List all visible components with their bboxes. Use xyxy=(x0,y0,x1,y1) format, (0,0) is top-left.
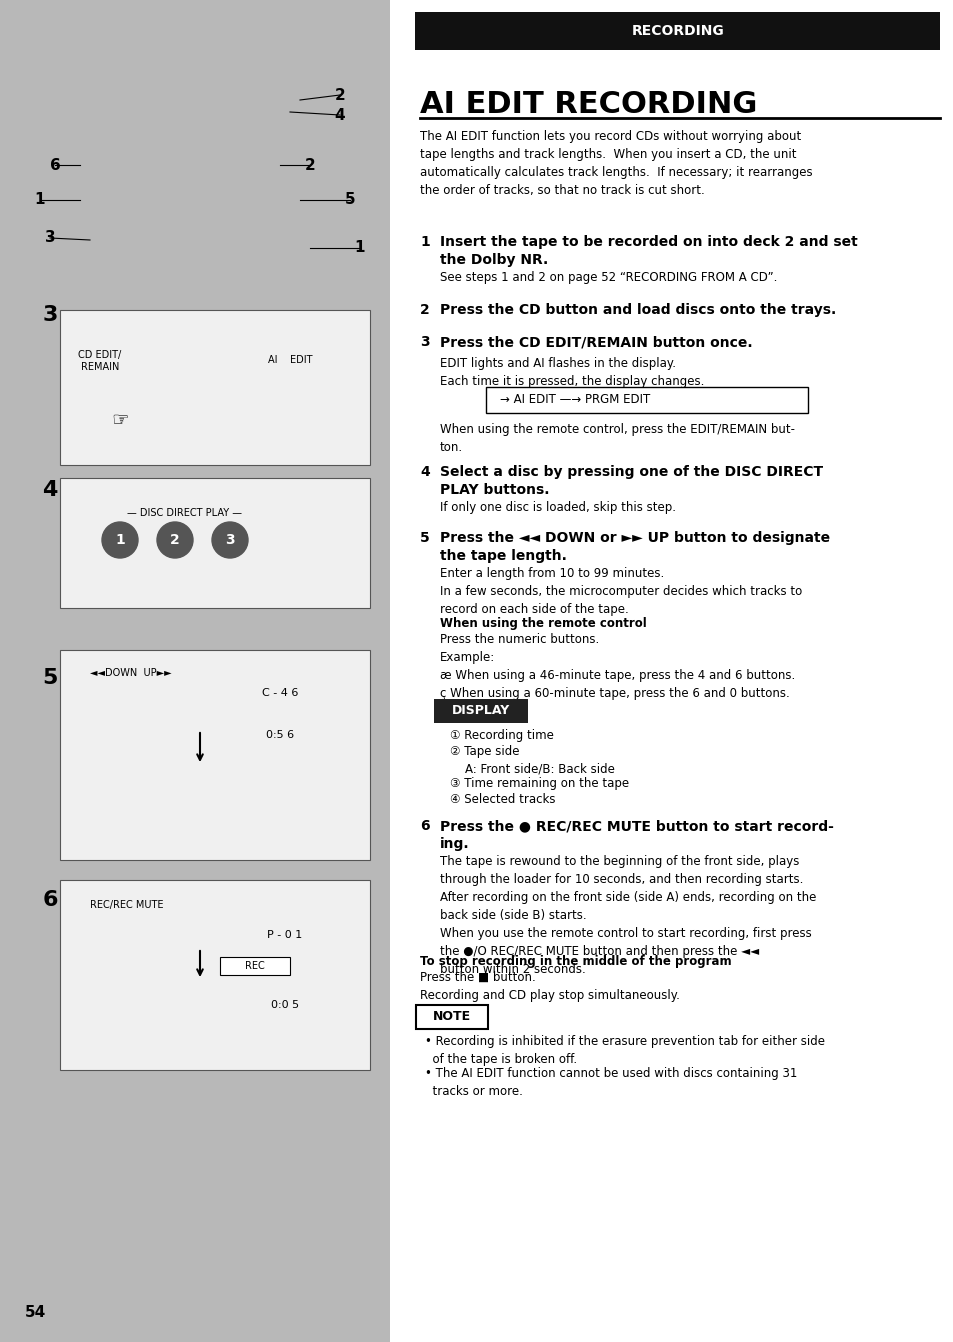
FancyBboxPatch shape xyxy=(434,699,527,723)
Text: 3: 3 xyxy=(45,231,55,246)
Text: 3: 3 xyxy=(225,533,234,548)
Text: — DISC DIRECT PLAY —: — DISC DIRECT PLAY — xyxy=(128,509,242,518)
Bar xyxy=(220,957,290,976)
Circle shape xyxy=(157,522,193,558)
Text: 1: 1 xyxy=(34,192,45,208)
Text: 1: 1 xyxy=(355,240,365,255)
Text: Select a disc by pressing one of the DISC DIRECT
PLAY buttons.: Select a disc by pressing one of the DIS… xyxy=(439,464,822,498)
Text: The tape is rewound to the beginning of the front side, plays
through the loader: The tape is rewound to the beginning of … xyxy=(439,855,816,976)
Text: NOTE: NOTE xyxy=(433,1011,471,1024)
Text: Insert the tape to be recorded on into deck 2 and set
the Dolby NR.: Insert the tape to be recorded on into d… xyxy=(439,235,857,267)
Text: ④ Selected tracks: ④ Selected tracks xyxy=(450,793,555,807)
Text: CD EDIT/
REMAIN: CD EDIT/ REMAIN xyxy=(78,350,121,372)
Text: DISPLAY: DISPLAY xyxy=(452,705,510,718)
Text: The AI EDIT function lets you record CDs without worrying about
tape lengths and: The AI EDIT function lets you record CDs… xyxy=(419,130,812,197)
Text: See steps 1 and 2 on page 52 “RECORDING FROM A CD”.: See steps 1 and 2 on page 52 “RECORDING … xyxy=(439,271,777,285)
Text: 5: 5 xyxy=(344,192,355,208)
Text: EDIT lights and AI flashes in the display.
Each time it is pressed, the display : EDIT lights and AI flashes in the displa… xyxy=(439,357,703,388)
Text: Press the ■ button.
Recording and CD play stop simultaneously.: Press the ■ button. Recording and CD pla… xyxy=(419,972,679,1002)
Text: AI    EDIT: AI EDIT xyxy=(268,356,312,365)
Text: 3: 3 xyxy=(419,336,429,349)
Text: 4: 4 xyxy=(419,464,429,479)
Text: 0:5 6: 0:5 6 xyxy=(266,730,294,739)
Bar xyxy=(60,650,370,860)
FancyBboxPatch shape xyxy=(416,1005,488,1029)
Text: • Recording is inhibited if the erasure prevention tab for either side
  of the : • Recording is inhibited if the erasure … xyxy=(424,1035,824,1066)
Bar xyxy=(415,12,939,50)
Bar xyxy=(390,0,953,1342)
Text: 4: 4 xyxy=(335,107,345,122)
Text: Press the CD button and load discs onto the trays.: Press the CD button and load discs onto … xyxy=(439,303,836,317)
Text: ◄◄DOWN  UP►►: ◄◄DOWN UP►► xyxy=(90,668,172,678)
Text: 54: 54 xyxy=(25,1304,46,1321)
Text: 4: 4 xyxy=(42,480,57,501)
Text: ☞: ☞ xyxy=(112,411,129,429)
Text: 1: 1 xyxy=(419,235,429,250)
Text: 2: 2 xyxy=(304,157,315,173)
Text: Press the ◄◄ DOWN or ►► UP button to designate
the tape length.: Press the ◄◄ DOWN or ►► UP button to des… xyxy=(439,531,829,564)
Text: Press the CD EDIT/REMAIN button once.: Press the CD EDIT/REMAIN button once. xyxy=(439,336,752,349)
Bar xyxy=(0,0,390,1342)
Text: 5: 5 xyxy=(419,531,429,545)
Text: AI EDIT RECORDING: AI EDIT RECORDING xyxy=(419,90,757,119)
Text: Enter a length from 10 to 99 minutes.
In a few seconds, the microcomputer decide: Enter a length from 10 to 99 minutes. In… xyxy=(439,568,801,616)
Text: • The AI EDIT function cannot be used with discs containing 31
  tracks or more.: • The AI EDIT function cannot be used wi… xyxy=(424,1067,797,1098)
Text: 2: 2 xyxy=(170,533,180,548)
Bar xyxy=(60,880,370,1070)
Bar xyxy=(60,478,370,608)
Text: To stop recording in the middle of the program: To stop recording in the middle of the p… xyxy=(419,956,731,968)
Text: P - 0 1: P - 0 1 xyxy=(267,930,302,939)
Text: C - 4 6: C - 4 6 xyxy=(261,688,298,698)
Text: 5: 5 xyxy=(42,668,57,688)
Text: 6: 6 xyxy=(50,157,60,173)
Text: 3: 3 xyxy=(42,305,57,325)
Text: Press the numeric buttons.
Example:
æ When using a 46-minute tape, press the 4 a: Press the numeric buttons. Example: æ Wh… xyxy=(439,633,795,701)
Text: ③ Time remaining on the tape: ③ Time remaining on the tape xyxy=(450,777,628,790)
Text: ① Recording time: ① Recording time xyxy=(450,729,554,742)
Text: 0:0 5: 0:0 5 xyxy=(271,1000,298,1011)
Text: When using the remote control: When using the remote control xyxy=(439,617,646,629)
Text: When using the remote control, press the EDIT/REMAIN but-
ton.: When using the remote control, press the… xyxy=(439,423,794,454)
Text: REC: REC xyxy=(245,961,265,972)
Text: Press the ● REC/REC MUTE button to start record-
ing.: Press the ● REC/REC MUTE button to start… xyxy=(439,819,833,851)
Text: 1: 1 xyxy=(115,533,125,548)
Text: → AI EDIT —→ PRGM EDIT: → AI EDIT —→ PRGM EDIT xyxy=(499,393,650,407)
Circle shape xyxy=(212,522,248,558)
Text: 6: 6 xyxy=(42,890,58,910)
Circle shape xyxy=(102,522,138,558)
Text: RECORDING: RECORDING xyxy=(631,24,723,38)
Text: 2: 2 xyxy=(419,303,429,317)
Bar xyxy=(60,310,370,464)
Text: 6: 6 xyxy=(419,819,429,833)
Text: If only one disc is loaded, skip this step.: If only one disc is loaded, skip this st… xyxy=(439,501,676,514)
Text: 2: 2 xyxy=(335,87,345,102)
Text: REC/REC MUTE: REC/REC MUTE xyxy=(90,900,163,910)
Text: ② Tape side
    A: Front side/B: Back side: ② Tape side A: Front side/B: Back side xyxy=(450,745,615,774)
